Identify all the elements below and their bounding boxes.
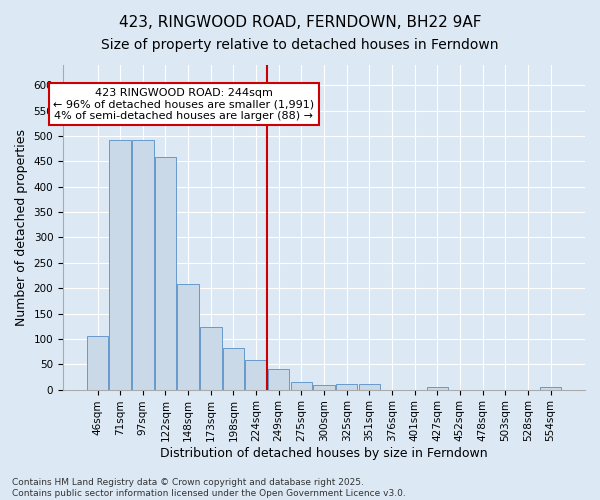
Bar: [200, 327, 221, 390]
X-axis label: Distribution of detached houses by size in Ferndown: Distribution of detached houses by size …: [160, 447, 488, 460]
Y-axis label: Number of detached properties: Number of detached properties: [15, 129, 28, 326]
Text: 423 RINGWOOD ROAD: 244sqm
← 96% of detached houses are smaller (1,991)
4% of sem: 423 RINGWOOD ROAD: 244sqm ← 96% of detac…: [53, 88, 314, 121]
Text: Size of property relative to detached houses in Ferndown: Size of property relative to detached ho…: [101, 38, 499, 52]
Bar: [245, 360, 267, 390]
Bar: [359, 384, 380, 390]
Bar: [427, 387, 448, 390]
Bar: [336, 384, 358, 390]
Bar: [178, 284, 199, 390]
Bar: [313, 385, 335, 390]
Text: 423, RINGWOOD ROAD, FERNDOWN, BH22 9AF: 423, RINGWOOD ROAD, FERNDOWN, BH22 9AF: [119, 15, 481, 30]
Bar: [268, 370, 289, 390]
Bar: [155, 158, 176, 390]
Bar: [132, 140, 154, 390]
Bar: [223, 348, 244, 390]
Bar: [290, 382, 312, 390]
Text: Contains HM Land Registry data © Crown copyright and database right 2025.
Contai: Contains HM Land Registry data © Crown c…: [12, 478, 406, 498]
Bar: [540, 387, 561, 390]
Bar: [87, 336, 108, 390]
Bar: [109, 140, 131, 390]
